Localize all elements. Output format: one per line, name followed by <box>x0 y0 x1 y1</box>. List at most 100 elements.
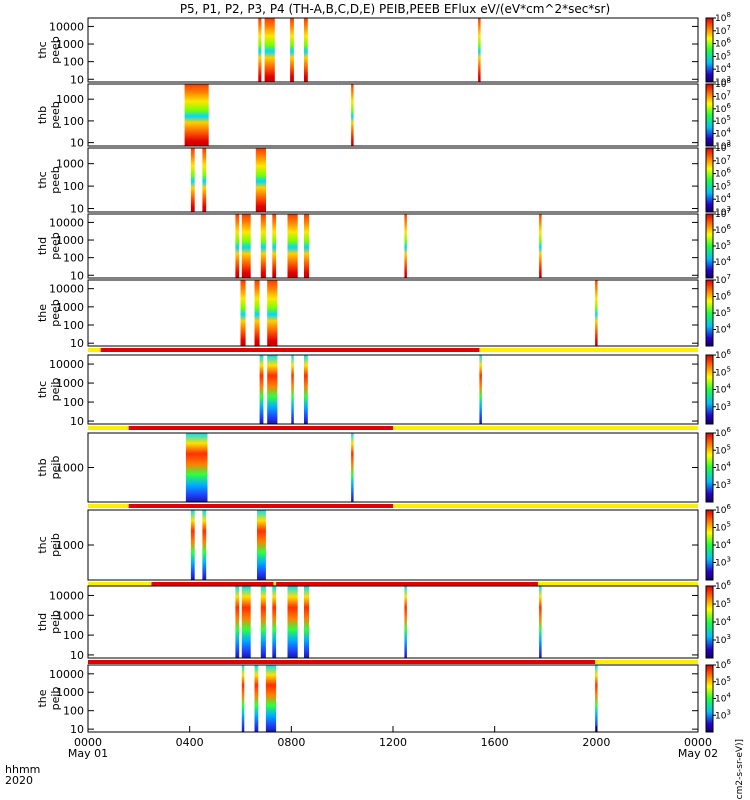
colorbar-tick-label: 106 <box>715 37 731 50</box>
status-bar-span <box>128 504 393 508</box>
spectrogram-column <box>304 214 310 278</box>
y-axis-species-label: peeb <box>49 232 62 260</box>
x-tick-label: 0000 <box>684 736 712 749</box>
spectrogram-column <box>190 148 195 212</box>
spectrogram-column <box>290 18 294 82</box>
y-axis-probe-label: thb <box>36 106 49 124</box>
colorbar-tick-label: 103 <box>715 708 731 721</box>
y-tick-label: 1000 <box>56 301 84 314</box>
spectrogram-column <box>260 586 266 658</box>
colorbar-tick-label: 107 <box>715 154 731 167</box>
x-date-label: May 02 <box>678 747 718 760</box>
colorbar <box>705 664 714 733</box>
x-tick-label: 1200 <box>379 736 407 749</box>
spectrogram-column <box>539 214 542 278</box>
spectrogram-column <box>287 214 298 278</box>
panel-frame <box>87 147 699 213</box>
y-tick-label: 100 <box>63 56 84 69</box>
y-axis-probe-label: the <box>36 304 49 322</box>
panel-thd-peib: 10000 1000 100 10 thd peib 106 105 104 103 <box>36 579 731 664</box>
spectrogram-column <box>241 214 251 278</box>
spectrogram-column <box>202 510 207 580</box>
colorbar <box>705 17 714 83</box>
colorbar-tick-label: 106 <box>715 503 731 516</box>
colorbar-tick-label: 105 <box>715 114 731 127</box>
colorbar <box>705 279 714 347</box>
spectrogram-column <box>304 18 308 82</box>
spectrogram-column <box>264 18 275 82</box>
x-tick-label: 0400 <box>176 736 204 749</box>
colorbar <box>705 213 714 279</box>
y-axis-probe-label: thc <box>36 41 49 58</box>
spectrogram-column <box>351 84 354 146</box>
colorbar-tick-label: 105 <box>715 239 731 252</box>
status-bar-span <box>100 348 480 352</box>
x-axis-corner-label-top: hhmm <box>5 763 40 776</box>
y-axis-probe-label: thd <box>36 613 49 631</box>
colorbar-tick-label: 105 <box>715 443 731 456</box>
panel-frame <box>87 213 699 279</box>
colorbar-tick-label: 108 <box>715 141 731 154</box>
spectrogram-column <box>291 355 294 424</box>
y-tick-label: 10000 <box>49 358 84 371</box>
colorbar-tick-label: 104 <box>715 127 731 140</box>
colorbar-tick-label: 108 <box>715 11 731 24</box>
spectrogram-column <box>235 214 240 278</box>
spectrogram-column <box>184 84 209 146</box>
y-axis-probe-label: the <box>36 689 49 707</box>
y-tick-label: 100 <box>63 396 84 409</box>
colorbar-tick-label: 104 <box>715 461 731 474</box>
colorbar-tick-label: 103 <box>715 633 731 646</box>
colorbar-tick-label: 103 <box>715 556 731 569</box>
panel-frame <box>87 354 699 425</box>
y-tick-label: 10000 <box>49 216 84 229</box>
y-axis-probe-label: thc <box>36 536 49 553</box>
y-tick-label: 1000 <box>56 539 84 552</box>
colorbar <box>705 585 714 659</box>
y-tick-label: 10 <box>70 415 84 428</box>
panel-frame <box>87 279 699 347</box>
y-tick-label: 1000 <box>56 38 84 51</box>
colorbar-tick-label: 103 <box>715 139 731 152</box>
spectrogram-column <box>241 586 251 658</box>
colorbar-tick-label: 104 <box>715 62 731 75</box>
y-tick-label: 10 <box>70 73 84 86</box>
y-axis-species-label: peeb <box>49 101 62 129</box>
colorbar-tick-label: 104 <box>715 538 731 551</box>
spectrogram-column <box>287 586 298 658</box>
spectrogram-column <box>241 665 245 732</box>
colorbar-tick-label: 104 <box>715 383 731 396</box>
y-tick-label: 1000 <box>56 158 84 171</box>
colorbar-tick-label: 107 <box>715 273 731 286</box>
y-tick-label: 10000 <box>49 20 84 33</box>
spectrogram-column <box>202 148 207 212</box>
colorbar-tick-label: 104 <box>715 192 731 205</box>
spectrogram-column <box>257 510 266 580</box>
colorbar-tick-label: 107 <box>715 24 731 37</box>
x-tick-label: 1600 <box>481 736 509 749</box>
y-tick-label: 10 <box>70 649 84 662</box>
panel-the-peeb: 10000 1000 100 10 the peeb 107 106 105 104 <box>36 273 731 352</box>
panel-frame <box>87 17 699 83</box>
spectrogram-column <box>272 586 277 658</box>
status-bar-span <box>151 582 274 586</box>
y-tick-label: 1000 <box>56 609 84 622</box>
y-axis-probe-label: thb <box>36 458 49 476</box>
y-tick-label: 1000 <box>56 234 84 247</box>
colorbar-tick-label: 105 <box>715 179 731 192</box>
colorbar-tick-label: 105 <box>715 597 731 610</box>
y-tick-label: 10 <box>70 203 84 216</box>
colorbar-tick-label: 103 <box>715 205 731 218</box>
y-axis-species-label: peeb <box>49 36 62 64</box>
panel-frame <box>87 509 699 581</box>
colorbar-tick-label: 105 <box>715 675 731 688</box>
y-tick-label: 100 <box>63 252 84 265</box>
y-tick-label: 10 <box>70 337 84 350</box>
y-tick-label: 100 <box>63 629 84 642</box>
y-tick-label: 10000 <box>49 668 84 681</box>
colorbar-tick-label: 107 <box>715 89 731 102</box>
colorbar-tick-label: 104 <box>715 323 731 336</box>
colorbar <box>705 509 714 581</box>
